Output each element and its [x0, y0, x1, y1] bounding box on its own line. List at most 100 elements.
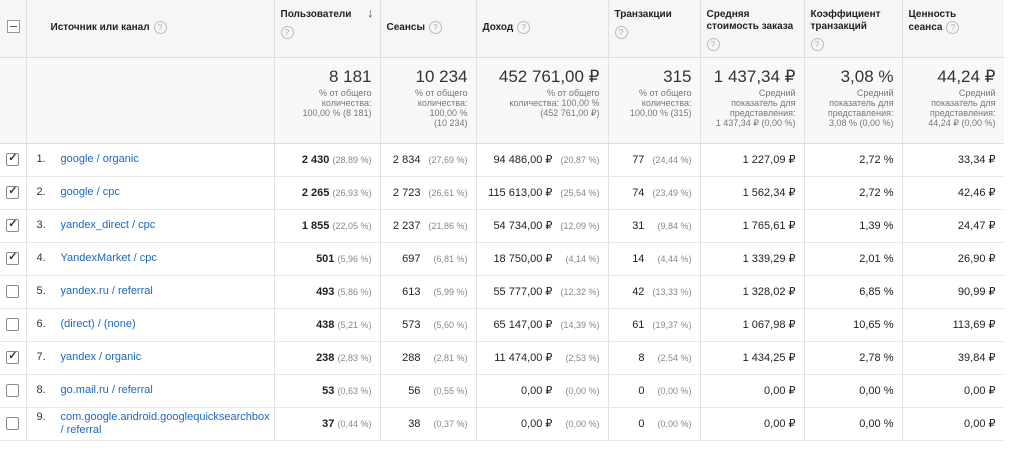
- transactions-cell: 31 (9,84 %): [608, 209, 701, 243]
- scrollbar-area[interactable]: [1004, 0, 1024, 456]
- table-row[interactable]: 5. yandex.ru / referral 493 (5,86 %) 613 (5…: [0, 275, 1005, 309]
- col-revenue[interactable]: Доход?: [476, 0, 609, 58]
- select-all-checkbox[interactable]: [7, 20, 20, 33]
- row-select-cell[interactable]: [0, 176, 27, 210]
- table-row[interactable]: 8. go.mail.ru / referral 53 (0,63 %) 56 (0,…: [0, 374, 1005, 408]
- col-value-label-2[interactable]: сеанса: [908, 22, 943, 34]
- conv-cell: 6,85 %: [804, 275, 903, 309]
- source-link[interactable]: google / cpc: [60, 186, 120, 198]
- col-conv-label-1[interactable]: Коэффициент: [810, 9, 881, 20]
- col-conv-label-2[interactable]: транзакций: [810, 21, 867, 32]
- aov-value: 1 339,29 ₽: [742, 253, 796, 265]
- sessions-value: 613: [402, 285, 421, 298]
- row-index: 9.: [36, 410, 46, 423]
- row-checkbox[interactable]: [6, 184, 20, 199]
- users-value: 438: [316, 318, 335, 331]
- col-sessions[interactable]: Сеансы?: [380, 0, 477, 58]
- value-value: 24,47 ₽: [957, 220, 996, 232]
- col-users-label[interactable]: Пользователи: [280, 9, 352, 20]
- source-link[interactable]: yandex_direct / cpc: [60, 219, 156, 231]
- total-transactions: 315% от общего количества: 100,00 % (315): [608, 57, 701, 144]
- source-link[interactable]: google / organic: [60, 153, 139, 165]
- sessions-value: 56: [408, 384, 421, 397]
- source-link[interactable]: com.google.android.googlequicksearchbox …: [60, 410, 270, 436]
- help-icon[interactable]: ?: [517, 21, 531, 34]
- row-index: 4.: [36, 252, 46, 264]
- total-sub: количества:: [417, 97, 468, 108]
- source-link[interactable]: (direct) / (none): [60, 318, 136, 330]
- col-aov-label-1[interactable]: Средняя: [706, 9, 750, 20]
- row-checkbox[interactable]: [6, 384, 20, 397]
- value-cell: 0,00 ₽: [902, 407, 1005, 441]
- revenue-value: 54 734,00 ₽: [493, 220, 553, 232]
- col-aov[interactable]: Средняя стоимость заказа?: [700, 0, 805, 58]
- users-cell: 493 (5,86 %): [274, 275, 381, 309]
- table-row[interactable]: 9. com.google.android.googlequicksearchbo…: [0, 407, 1005, 441]
- row-checkbox[interactable]: [6, 285, 20, 298]
- row-checkbox[interactable]: [6, 250, 20, 265]
- revenue-value: 11 474,00 ₽: [494, 352, 553, 364]
- col-conv[interactable]: Коэффициент транзакций?: [804, 0, 903, 58]
- total-value: 44,24 ₽: [937, 66, 996, 86]
- select-all-cell[interactable]: [0, 0, 27, 58]
- aov-cell: 1 562,34 ₽: [700, 176, 805, 210]
- sessions-pct: (5,60 %): [433, 319, 468, 330]
- row-checkbox[interactable]: [6, 349, 20, 364]
- row-select-cell[interactable]: [0, 143, 27, 177]
- revenue-cell: 0,00 ₽ (0,00 %): [476, 407, 609, 441]
- col-sessions-label[interactable]: Сеансы: [386, 22, 426, 34]
- help-icon[interactable]: ?: [946, 21, 960, 34]
- conv-value: 2,78 %: [859, 351, 894, 364]
- aov-value: 1 067,98 ₽: [742, 319, 796, 331]
- row-select-cell[interactable]: [0, 209, 27, 243]
- col-users[interactable]: ↓ Пользователи?: [274, 0, 381, 58]
- total-sub: % от общего: [547, 87, 600, 98]
- users-value: 1 855: [301, 219, 330, 232]
- source-link[interactable]: go.mail.ru / referral: [60, 384, 153, 396]
- row-checkbox[interactable]: [6, 417, 20, 430]
- transactions-value: 42: [632, 285, 645, 298]
- table-row[interactable]: 6. (direct) / (none) 438 (5,21 %) 573 (5,60…: [0, 308, 1005, 342]
- users-cell: 501 (5,96 %): [274, 242, 381, 276]
- help-icon[interactable]: ?: [614, 26, 628, 39]
- col-revenue-label[interactable]: Доход: [482, 22, 514, 34]
- col-source[interactable]: Источник или канал?: [26, 0, 275, 58]
- sessions-value: 38: [408, 417, 421, 430]
- row-select-cell[interactable]: [0, 374, 27, 408]
- row-select-cell[interactable]: [0, 341, 27, 375]
- source-link[interactable]: yandex / organic: [60, 351, 142, 363]
- source-link[interactable]: yandex.ru / referral: [60, 285, 153, 297]
- col-aov-label-2[interactable]: стоимость заказа: [706, 21, 794, 32]
- revenue-value: 18 750,00 ₽: [493, 253, 553, 265]
- sort-down-icon[interactable]: ↓: [367, 5, 374, 20]
- help-icon[interactable]: ?: [280, 26, 294, 39]
- row-select-cell[interactable]: [0, 308, 27, 342]
- row-checkbox[interactable]: [6, 318, 20, 331]
- row-select-cell[interactable]: [0, 275, 27, 309]
- total-sub: % от общего: [639, 87, 692, 98]
- row-index: 5.: [36, 285, 46, 297]
- row-select-cell[interactable]: [0, 242, 27, 276]
- transactions-value: 0: [638, 384, 645, 397]
- help-icon[interactable]: ?: [153, 21, 167, 34]
- col-value[interactable]: Ценность сеанса?: [902, 0, 1005, 58]
- total-sub: показатель для: [829, 97, 894, 108]
- conv-value: 0,00 %: [859, 417, 894, 430]
- col-value-label-1[interactable]: Ценность: [908, 9, 957, 20]
- help-icon[interactable]: ?: [429, 21, 442, 34]
- row-checkbox[interactable]: [6, 151, 20, 166]
- col-source-label[interactable]: Источник или канал: [50, 22, 150, 34]
- row-select-cell[interactable]: [0, 407, 27, 441]
- col-transactions[interactable]: Транзакции?: [608, 0, 701, 58]
- source-cell: 9. com.google.android.googlequicksearchbo…: [26, 407, 275, 441]
- row-checkbox[interactable]: [6, 217, 20, 232]
- source-link[interactable]: YandexMarket / cpc: [60, 252, 157, 264]
- help-icon[interactable]: ?: [810, 38, 824, 51]
- col-transactions-label[interactable]: Транзакции: [614, 9, 672, 20]
- help-icon[interactable]: ?: [706, 38, 720, 51]
